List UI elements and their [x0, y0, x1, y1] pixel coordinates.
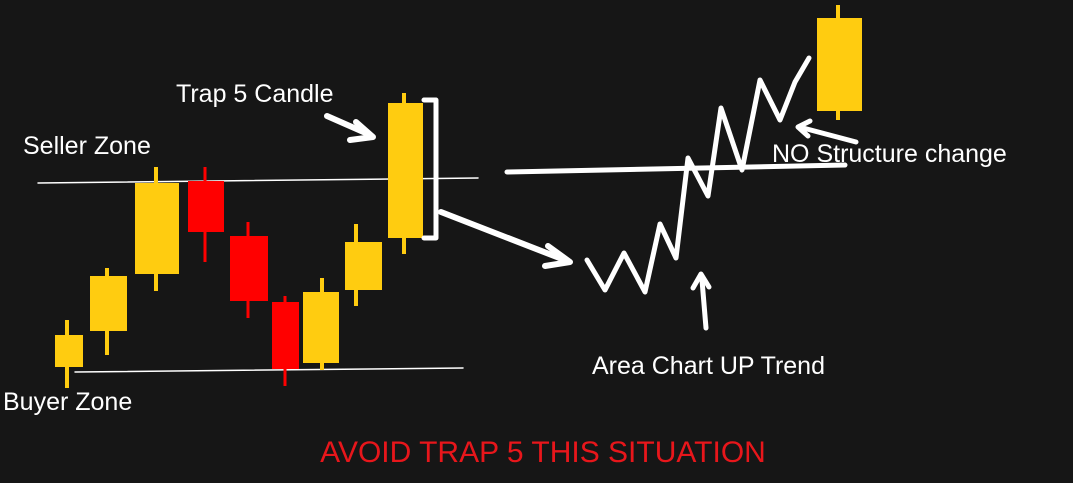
candle [303, 292, 339, 363]
warning: AVOID TRAP 5 THIS SITUATION [320, 436, 766, 469]
candle [272, 302, 299, 369]
trap-label: Trap 5 Candle [176, 80, 334, 108]
arrow-head [347, 119, 376, 143]
candle [135, 183, 179, 274]
structure-label: NO Structure change [772, 140, 1007, 168]
arrow [800, 125, 859, 145]
arrow-head [795, 118, 813, 139]
arrow-head [690, 271, 712, 291]
area-label: Area Chart UP Trend [592, 352, 825, 380]
candle [90, 276, 127, 331]
candle [55, 335, 83, 367]
candle [230, 236, 268, 301]
arrow-head [542, 243, 573, 269]
structure-line [504, 162, 848, 175]
candle [345, 242, 382, 290]
area-trend-line [584, 55, 812, 295]
arrow [324, 113, 371, 137]
arrow [699, 277, 709, 331]
seller-label: Seller Zone [23, 132, 151, 160]
bracket [421, 97, 439, 241]
buyer-line [74, 367, 464, 373]
arrow [438, 209, 565, 262]
trap-candle [388, 103, 423, 238]
buyer-label: Buyer Zone [3, 388, 132, 416]
candle [817, 18, 862, 111]
candle [188, 181, 224, 232]
candles [55, 5, 862, 388]
